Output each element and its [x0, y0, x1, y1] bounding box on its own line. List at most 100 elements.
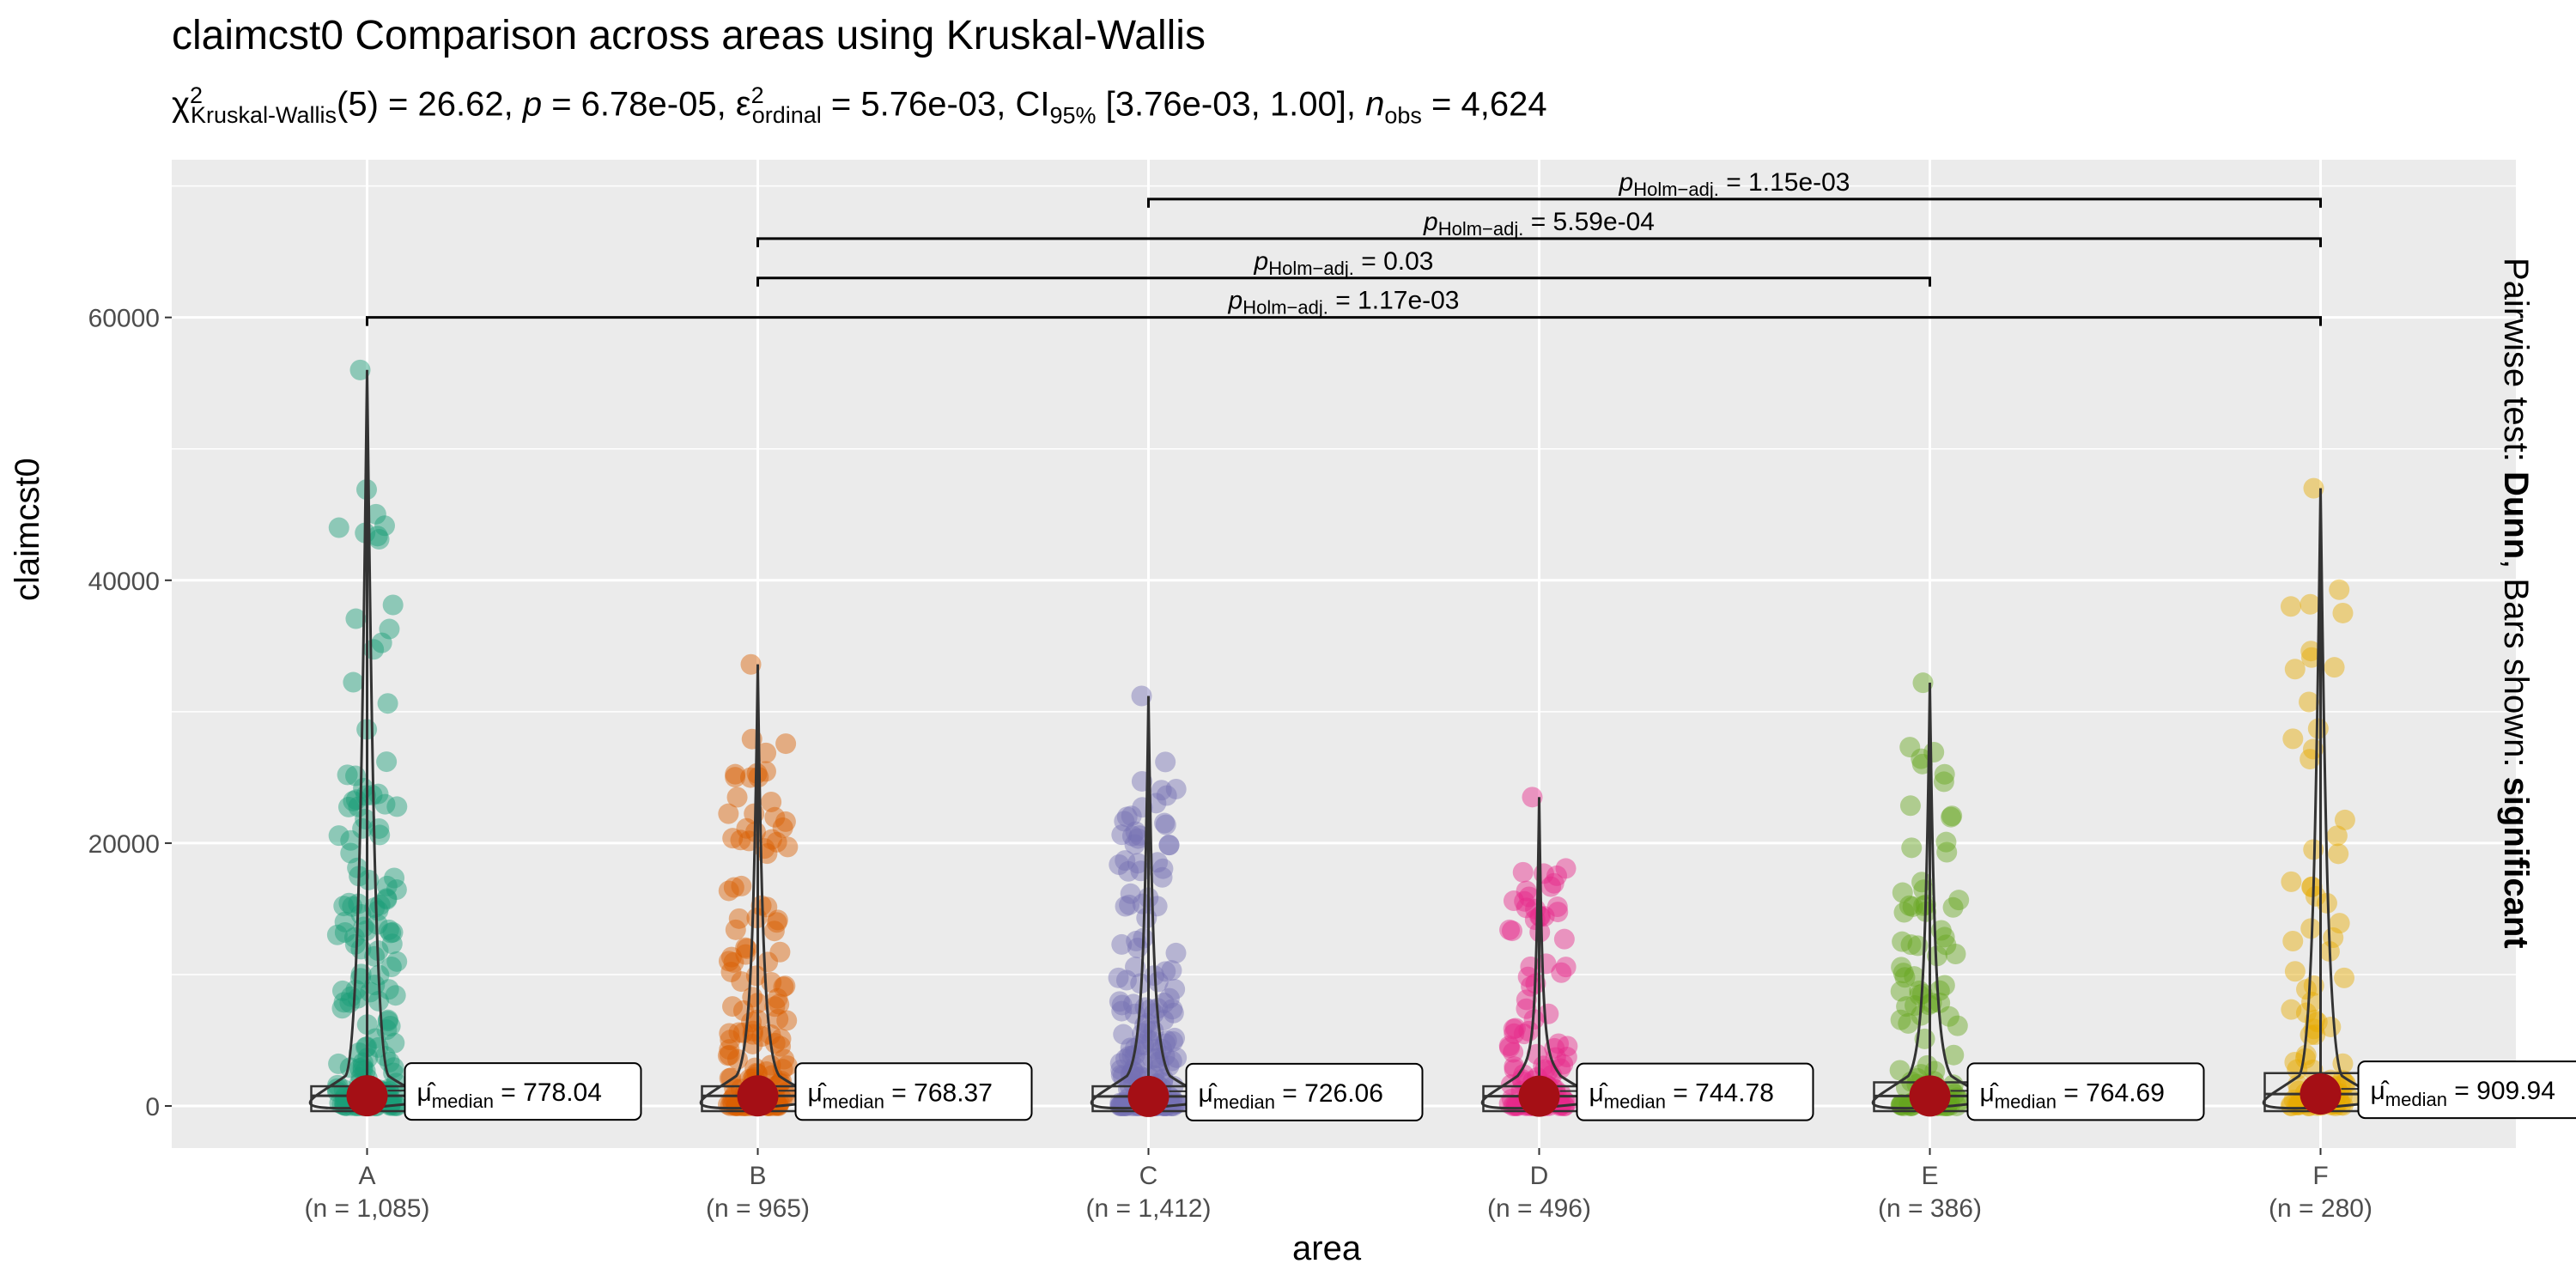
data-point	[368, 529, 390, 550]
data-point	[1891, 957, 1912, 978]
data-point	[1935, 831, 1957, 853]
data-point	[338, 892, 360, 914]
data-point	[1121, 1045, 1143, 1066]
data-point	[1499, 1037, 1521, 1059]
median-point-E	[1909, 1075, 1951, 1117]
data-point-max	[1912, 672, 1934, 694]
data-point	[768, 1008, 789, 1030]
data-point	[352, 817, 374, 839]
data-point	[1557, 1036, 1578, 1057]
data-point	[2284, 659, 2306, 680]
data-point	[386, 796, 408, 817]
data-point	[1151, 866, 1173, 888]
data-point	[1147, 971, 1169, 993]
data-point	[345, 608, 367, 629]
data-point	[380, 1016, 401, 1037]
data-point	[1933, 771, 1954, 793]
data-point	[1111, 824, 1133, 846]
data-point	[725, 767, 746, 788]
data-point	[1139, 999, 1161, 1020]
data-point	[766, 912, 787, 933]
data-point	[2324, 657, 2345, 678]
data-point	[1892, 882, 1913, 903]
data-point	[1543, 872, 1564, 894]
data-point	[2280, 596, 2301, 617]
data-point	[725, 763, 746, 785]
median-label-value: = 768.37	[884, 1078, 993, 1107]
median-label-mu: μ̂	[1199, 1079, 1218, 1108]
data-point	[1503, 1042, 1524, 1063]
data-point	[376, 875, 398, 896]
data-point	[2282, 728, 2304, 750]
median-label-box-F	[2357, 1060, 2576, 1120]
data-point	[374, 515, 395, 537]
data-point	[2323, 927, 2344, 949]
data-point	[720, 1030, 741, 1051]
data-point	[376, 889, 398, 910]
data-point	[2306, 1012, 2328, 1033]
data-point	[1941, 806, 1962, 828]
data-point	[1929, 992, 1951, 1013]
data-point	[384, 1083, 405, 1104]
data-point	[1109, 854, 1130, 875]
pairwise-label-C-F: pHolm−adj. = 1.15e-03	[1619, 168, 1850, 200]
median-label-box-D	[1576, 1062, 1814, 1121]
data-point	[380, 956, 402, 977]
data-point	[1896, 996, 1917, 1018]
data-point	[383, 1062, 404, 1084]
data-point	[764, 996, 786, 1018]
data-point	[1499, 919, 1521, 940]
data-point	[1110, 1064, 1132, 1085]
data-point	[1934, 975, 1955, 996]
data-point	[360, 981, 381, 1003]
data-point	[1156, 785, 1177, 806]
data-point	[1546, 865, 1568, 886]
data-point	[1161, 960, 1182, 981]
data-point	[386, 951, 408, 972]
data-point	[730, 829, 751, 851]
plot-panel	[172, 160, 2516, 1148]
median-label-F: μ̂median = 909.94	[2371, 1077, 2555, 1110]
data-point	[1162, 1030, 1183, 1052]
x-tick-label-F: F	[2312, 1162, 2328, 1190]
data-point	[1111, 933, 1133, 955]
data-point	[364, 945, 386, 967]
data-point	[1909, 980, 1930, 1001]
y-axis-label: claimcst0	[9, 458, 46, 601]
data-point	[723, 877, 744, 898]
data-point	[1891, 1094, 1912, 1115]
data-point	[767, 987, 788, 1009]
data-point	[369, 894, 391, 915]
data-point	[726, 1048, 748, 1070]
chi-symbol: χ	[172, 85, 190, 124]
data-point	[2284, 1051, 2306, 1072]
data-point	[1943, 1044, 1965, 1066]
data-point	[719, 1044, 740, 1066]
data-point	[1120, 1063, 1141, 1084]
data-point	[1121, 825, 1143, 847]
data-point	[1116, 806, 1138, 828]
median-point-F	[2300, 1073, 2342, 1115]
data-point	[1899, 895, 1920, 916]
pairwise-bar-B-E	[756, 276, 1931, 287]
caption-prefix: Pairwise test:	[2497, 258, 2535, 471]
epsilon-symbol: ε	[735, 85, 751, 124]
data-point	[349, 1058, 370, 1079]
data-point	[1115, 969, 1137, 991]
data-point	[1503, 1018, 1524, 1040]
median-label-C: μ̂median = 726.06	[1199, 1079, 1383, 1113]
x-tick-count-A: (n = 1,085)	[305, 1194, 430, 1223]
pairwise-label-value: = 1.17e-03	[1328, 287, 1460, 315]
median-label-mu: μ̂	[808, 1078, 827, 1107]
data-point	[1516, 989, 1537, 1011]
data-point	[337, 796, 359, 817]
pairwise-caption: Pairwise test: Dunn, Bars shown: signifi…	[2496, 258, 2535, 949]
data-point	[770, 1028, 792, 1049]
data-point	[1929, 980, 1950, 1001]
median-label-mu: μ̂	[417, 1078, 436, 1107]
chi-rest: (5) = 26.62,	[337, 85, 523, 124]
data-point	[376, 751, 398, 773]
x-axis-label: area	[1292, 1230, 1362, 1267]
data-point	[376, 888, 398, 909]
median-point-D	[1518, 1075, 1560, 1117]
